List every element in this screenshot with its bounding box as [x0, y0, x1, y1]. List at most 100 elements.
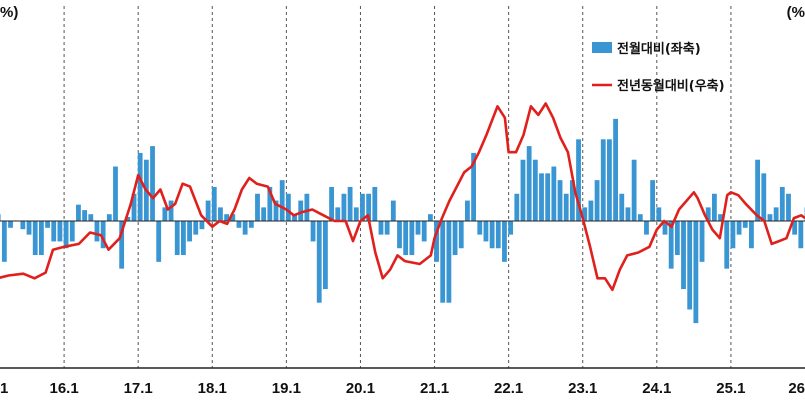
bar-34 [199, 221, 205, 230]
bar-45 [267, 186, 273, 221]
bar-108 [656, 207, 662, 221]
bar-18 [100, 221, 106, 249]
bar-59 [353, 207, 359, 221]
bar-39 [230, 214, 236, 221]
x-tick-label-3: 18.1 [198, 380, 227, 397]
bar-90 [545, 173, 551, 221]
bar-36 [211, 186, 217, 221]
bar-16 [88, 214, 94, 221]
bar-130 [792, 221, 798, 235]
bar-81 [489, 221, 495, 249]
bar-91 [551, 166, 557, 221]
bar-54 [323, 221, 328, 290]
left-axis-unit: %) [0, 4, 18, 21]
bar-116 [705, 207, 711, 221]
bar-112 [681, 221, 686, 290]
bar-20 [113, 166, 118, 221]
bar-10 [51, 221, 57, 242]
bar-23 [131, 193, 137, 221]
bar-6 [26, 221, 32, 235]
bar-47 [279, 180, 285, 221]
bar-7 [32, 221, 38, 256]
bar-28 [162, 207, 168, 221]
bar-126 [767, 214, 773, 221]
bar-32 [187, 221, 192, 242]
bar-106 [644, 221, 649, 235]
bar-105 [637, 214, 643, 221]
bar-73 [440, 221, 446, 303]
bar-113 [687, 221, 693, 310]
bar-98 [594, 180, 600, 221]
bar-64 [384, 221, 390, 235]
bar-74 [446, 221, 452, 303]
bar-129 [786, 193, 791, 221]
bar-layer [0, 118, 805, 324]
bar-124 [755, 159, 761, 221]
bar-111 [674, 221, 680, 256]
bar-8 [38, 221, 44, 256]
line-layer [0, 102, 805, 292]
bar-61 [366, 193, 372, 221]
bar-51 [304, 193, 310, 221]
bar-30 [174, 221, 180, 256]
bar-96 [582, 207, 588, 221]
bar-93 [563, 193, 569, 221]
bar-58 [347, 186, 353, 221]
bar-13 [69, 221, 75, 242]
x-tick-label-11: 26 [788, 380, 805, 397]
bar-110 [668, 221, 674, 269]
bar-57 [341, 193, 347, 221]
bar-63 [378, 221, 384, 235]
bar-29 [168, 200, 174, 221]
bar-100 [607, 139, 612, 221]
tick-label-layer: 1 16.1 17.1 18.1 19.1 20.1 21.1 22.1 23.1 24.1 25.… [0, 380, 805, 397]
bar-88 [532, 159, 538, 221]
bar-2 [1, 221, 7, 262]
bar-68 [409, 221, 415, 256]
bar-27 [156, 221, 162, 262]
legend-swatch-bar [592, 42, 612, 53]
bar-77 [465, 200, 470, 221]
bar-1 [0, 214, 1, 221]
legend-label-bar: 전월대비(좌축) [617, 41, 701, 57]
x-tick-label-6: 21.1 [420, 380, 449, 397]
bar-122 [742, 221, 748, 228]
bar-15 [82, 210, 88, 221]
bar-97 [588, 200, 594, 221]
bar-80 [483, 221, 489, 242]
bar-22 [125, 216, 131, 221]
bar-35 [205, 200, 211, 221]
x-tick-label-9: 24.1 [642, 380, 671, 397]
bar-31 [180, 221, 186, 256]
bar-19 [106, 214, 112, 221]
x-tick-label-10: 25.1 [716, 380, 745, 397]
bar-43 [255, 193, 260, 221]
bar-92 [557, 180, 563, 221]
bar-117 [711, 193, 717, 221]
x-tick-label-1: 16.1 [49, 380, 78, 397]
bar-94 [569, 180, 575, 221]
bar-52 [310, 221, 316, 242]
x-tick-label-5: 20.1 [346, 380, 375, 397]
bar-55 [329, 186, 334, 221]
bar-11 [57, 221, 63, 242]
bar-104 [631, 159, 637, 221]
bar-114 [693, 221, 699, 324]
x-tick-label-2: 17.1 [124, 380, 153, 397]
bar-83 [502, 221, 507, 262]
bar-40 [236, 221, 242, 228]
bar-131 [798, 221, 804, 249]
bar-50 [298, 200, 304, 221]
bar-62 [372, 186, 378, 221]
bar-118 [718, 214, 723, 221]
bar-127 [773, 207, 779, 221]
bar-76 [458, 221, 464, 249]
right-axis-unit: (% [787, 4, 805, 21]
bar-87 [526, 146, 532, 221]
legend: 전월대비(좌축) 전년동월대비(우축) [592, 41, 725, 94]
legend-label-line: 전년동월대비(우축) [617, 78, 725, 94]
bar-38 [224, 214, 230, 221]
bar-46 [273, 200, 279, 221]
bar-33 [193, 221, 199, 235]
